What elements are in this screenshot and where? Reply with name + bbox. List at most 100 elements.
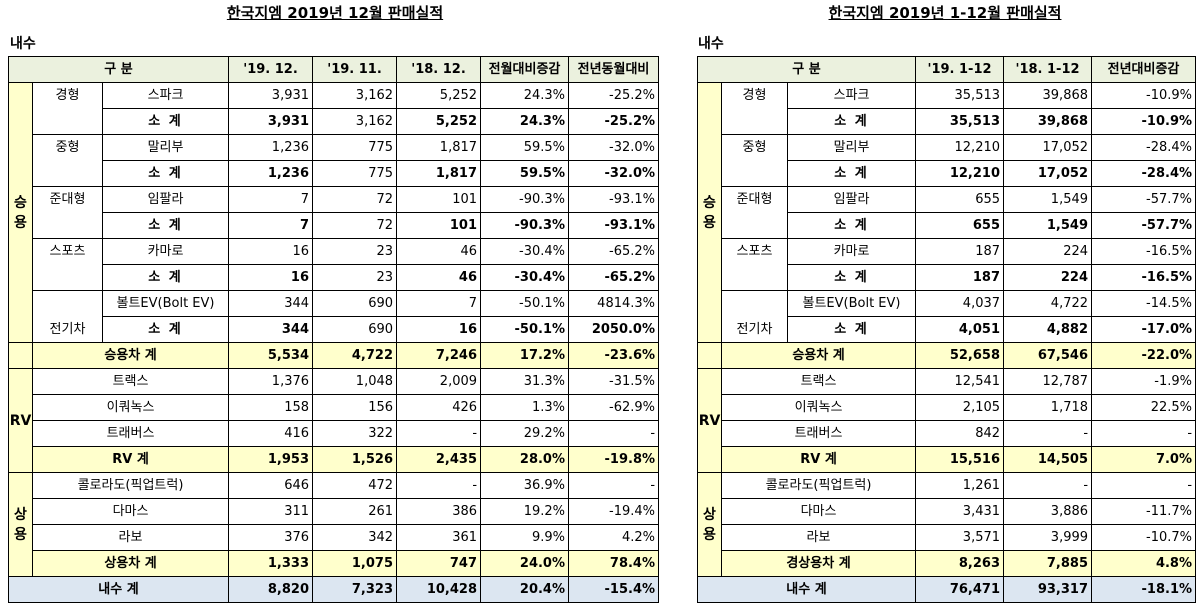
- value-cell: 3,571: [915, 524, 1005, 551]
- segment-label: 스포츠: [721, 238, 788, 291]
- subtotal-label: 소 계: [786, 264, 917, 291]
- value-cell: 344: [228, 316, 314, 343]
- header-cell: '18. 1-12: [1003, 56, 1093, 83]
- header-category: 구 분: [7, 56, 230, 83]
- value-cell: -28.4%: [1091, 134, 1197, 161]
- value-cell: -17.0%: [1091, 316, 1197, 343]
- value-cell: 187: [915, 238, 1005, 265]
- value-cell: 19.2%: [480, 498, 570, 525]
- value-cell: -25.2%: [568, 108, 660, 135]
- table-row: 전기차 볼트EV(Bolt EV) 344 690 7 -50.1% 4814.3%: [9, 290, 660, 343]
- value-cell: 158: [228, 394, 314, 421]
- model-name: 스파크: [786, 82, 917, 109]
- value-cell: 1,236: [228, 134, 314, 161]
- rv-category-label: RV: [697, 368, 722, 473]
- table-row: 소 계 16 23 46 -30.4% -65.2%: [9, 264, 660, 291]
- total-value: 8,263: [915, 550, 1005, 577]
- value-cell: 16: [228, 264, 314, 291]
- value-cell: 2,009: [396, 368, 482, 395]
- table-row: 이쿼녹스 2,105 1,718 22.5%: [698, 394, 1197, 421]
- table-row: 소 계 3,931 3,162 5,252 24.3% -25.2%: [9, 108, 660, 135]
- total-value: 7,885: [1003, 550, 1093, 577]
- value-cell: -: [1091, 472, 1197, 499]
- model-name: 트래버스: [720, 420, 917, 447]
- value-cell: -28.4%: [1091, 160, 1197, 187]
- table-row: 다마스 311 261 386 19.2% -19.4%: [9, 498, 660, 525]
- value-cell: 344: [228, 290, 314, 317]
- total-label: 상용차 계: [31, 550, 230, 577]
- table-row: 소 계 655 1,549 -57.7%: [698, 212, 1197, 239]
- segment-label: 경형: [32, 82, 103, 135]
- value-cell: 224: [1003, 264, 1093, 291]
- model-name: 트랙스: [31, 368, 230, 395]
- grand-total-row: 내수 계 76,471 93,317 -18.1%: [696, 576, 1197, 603]
- total-value: -22.0%: [1091, 342, 1197, 369]
- value-cell: 3,162: [312, 82, 398, 109]
- value-cell: -65.2%: [568, 264, 660, 291]
- value-cell: 3,931: [228, 108, 314, 135]
- model-name: 이쿼녹스: [31, 394, 230, 421]
- right-unit-label: 내수: [698, 36, 724, 52]
- value-cell: 361: [396, 524, 482, 551]
- subtotal-label: 소 계: [101, 316, 230, 343]
- grand-total-value: 20.4%: [480, 576, 570, 603]
- total-value: 1,333: [228, 550, 314, 577]
- value-cell: 17,052: [1003, 134, 1093, 161]
- value-cell: -: [568, 420, 660, 447]
- value-cell: 72: [312, 186, 398, 213]
- subtotal-label: 소 계: [101, 160, 230, 187]
- value-cell: -1.9%: [1091, 368, 1197, 395]
- subtotal-label: 소 계: [786, 160, 917, 187]
- table-row: 중형 말리부 12,210 17,052 -28.4%: [698, 134, 1197, 187]
- value-cell: -32.0%: [568, 160, 660, 187]
- value-cell: 5,252: [396, 108, 482, 135]
- value-cell: 24.3%: [480, 108, 570, 135]
- value-cell: 3,999: [1003, 524, 1093, 551]
- rv-category-label: RV: [8, 368, 33, 473]
- value-cell: -30.4%: [480, 238, 570, 265]
- value-cell: -11.7%: [1091, 498, 1197, 525]
- total-label: 승용차 계: [31, 342, 230, 369]
- total-value: 5,534: [228, 342, 314, 369]
- total-value: 4,722: [312, 342, 398, 369]
- table-row: 소 계 35,513 39,868 -10.9%: [698, 108, 1197, 135]
- passenger-total-row: 승용차 계 5,534 4,722 7,246 17.2% -23.6%: [8, 342, 660, 369]
- value-cell: 1,236: [228, 160, 314, 187]
- table-row: 스포츠 카마로 16 23 46 -30.4% -65.2%: [9, 238, 660, 291]
- total-value: 747: [396, 550, 482, 577]
- commercial-total-row: 경상용차 계 8,263 7,885 4.8%: [698, 550, 1197, 577]
- value-cell: -30.4%: [480, 264, 570, 291]
- value-cell: 24.3%: [480, 82, 570, 109]
- value-cell: 17,052: [1003, 160, 1093, 187]
- value-cell: 322: [312, 420, 398, 447]
- value-cell: 4,882: [1003, 316, 1093, 343]
- value-cell: 12,541: [915, 368, 1005, 395]
- table-row: 소 계 187 224 -16.5%: [698, 264, 1197, 291]
- value-cell: 7: [228, 212, 314, 239]
- model-name: 콜로라도(픽업트럭): [31, 472, 230, 499]
- category-spacer: [8, 342, 33, 369]
- segment-label: 경형: [721, 82, 788, 135]
- value-cell: 46: [396, 238, 482, 265]
- subtotal-label: 소 계: [786, 212, 917, 239]
- value-cell: 4814.3%: [568, 290, 660, 317]
- header-cell: '19. 12.: [228, 56, 314, 83]
- model-name: 트래버스: [31, 420, 230, 447]
- passenger-total-row: 승용차 계 52,658 67,546 -22.0%: [697, 342, 1197, 369]
- model-name: 볼트EV(Bolt EV): [101, 290, 230, 317]
- model-name: 임팔라: [101, 186, 230, 213]
- value-cell: 4,051: [915, 316, 1005, 343]
- grand-total-value: 8,820: [228, 576, 314, 603]
- grand-total-value: 10,428: [396, 576, 482, 603]
- value-cell: 646: [228, 472, 314, 499]
- table-row: 준대형 임팔라 7 72 101 -90.3% -93.1%: [9, 186, 660, 239]
- value-cell: 1,817: [396, 160, 482, 187]
- total-value: 28.0%: [480, 446, 570, 473]
- subtotal-label: 소 계: [786, 108, 917, 135]
- table-row: 중형 말리부 1,236 775 1,817 59.5% -32.0%: [9, 134, 660, 187]
- value-cell: -57.7%: [1091, 186, 1197, 213]
- grand-total-value: 76,471: [915, 576, 1005, 603]
- model-name: 스파크: [101, 82, 230, 109]
